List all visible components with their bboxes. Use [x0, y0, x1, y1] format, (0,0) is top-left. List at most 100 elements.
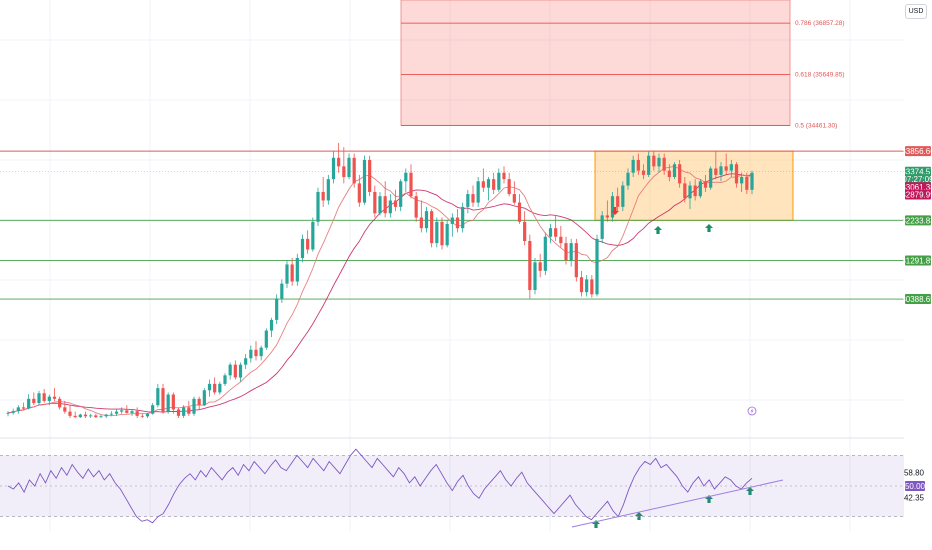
candle — [362, 155, 367, 205]
candle — [574, 238, 578, 282]
candle — [554, 215, 558, 241]
candle — [233, 360, 237, 380]
candle — [182, 405, 186, 418]
support-price-tag-text: 30388.65 — [901, 295, 932, 304]
candle — [331, 151, 336, 184]
candle — [528, 234, 532, 299]
fib-level-label: 0.618 (35649.85) — [795, 72, 845, 79]
lightning-icon[interactable] — [747, 406, 757, 416]
candle — [161, 383, 165, 414]
price-tag-text: 32879.99 — [901, 190, 932, 199]
candle — [140, 413, 144, 418]
fibonacci-levels: 0.786 (36857.28) 0.618 (35649.85) 0.5 (344… — [401, 20, 845, 129]
candle — [306, 230, 310, 254]
candle — [559, 226, 563, 248]
candle — [11, 408, 15, 415]
candle — [228, 362, 232, 380]
candle — [486, 177, 491, 201]
price-tag-text: 33061.38 — [901, 183, 932, 192]
candle — [171, 392, 175, 414]
support-price-tag[interactable] — [905, 215, 931, 226]
candle — [605, 200, 609, 222]
candle — [641, 164, 646, 180]
candle — [445, 219, 449, 248]
candle — [688, 181, 692, 209]
candle — [414, 191, 418, 222]
candle — [548, 223, 553, 244]
buy-arrow-icon — [746, 487, 754, 495]
candle — [579, 270, 584, 297]
candle — [275, 294, 279, 325]
candle — [600, 211, 604, 244]
sell-arrow-icon — [611, 207, 619, 215]
candle — [564, 236, 568, 265]
candle — [388, 194, 392, 218]
candle — [213, 377, 217, 395]
candle — [399, 179, 403, 212]
candle — [709, 166, 713, 190]
candle — [27, 394, 31, 410]
candle — [135, 407, 139, 418]
candle — [678, 159, 682, 188]
candle — [373, 185, 377, 218]
resistance-price-tag[interactable] — [905, 146, 931, 157]
candle — [352, 153, 356, 188]
rsi-value-tag[interactable] — [905, 481, 925, 491]
candle — [430, 209, 434, 248]
candle — [378, 191, 382, 216]
candle — [698, 179, 702, 199]
candle — [130, 409, 134, 416]
candle — [68, 405, 72, 418]
candle — [450, 213, 454, 237]
candle — [32, 392, 36, 406]
price-tag-text: 07:27:09 — [902, 175, 932, 184]
candle — [719, 162, 723, 182]
candle — [125, 405, 129, 414]
candle — [63, 400, 67, 414]
currency-label: USD — [908, 8, 924, 15]
candle — [187, 400, 191, 416]
candle — [89, 413, 93, 418]
candle — [223, 373, 227, 387]
candle — [207, 379, 212, 397]
fibonacci-target-zone — [400, 0, 791, 126]
candle — [714, 151, 718, 180]
candle — [440, 217, 444, 250]
candle — [6, 411, 10, 417]
price-tag[interactable] — [905, 189, 931, 200]
support-price-tag[interactable] — [905, 255, 931, 266]
fib-level-label: 0.5 (34461.30) — [795, 122, 837, 129]
candle — [151, 403, 155, 415]
candle — [176, 407, 181, 418]
candle — [290, 258, 294, 286]
candle — [652, 151, 656, 171]
candle — [626, 168, 630, 190]
candle — [512, 181, 516, 205]
candle — [16, 405, 20, 414]
candle — [476, 177, 480, 207]
candle — [507, 172, 511, 197]
support-price-tag[interactable] — [905, 294, 931, 305]
candle — [192, 396, 196, 416]
candle — [419, 200, 423, 233]
candle — [461, 202, 465, 233]
candle — [254, 341, 258, 361]
buy-arrow-icon — [635, 512, 643, 520]
candle — [724, 153, 728, 175]
resistance-price-tag-text: 33856.66 — [901, 147, 932, 156]
candle — [145, 412, 150, 418]
candle — [342, 147, 346, 184]
candle — [52, 388, 57, 401]
price-tag[interactable] — [905, 174, 931, 185]
candle — [114, 409, 119, 416]
currency-badge[interactable]: USD — [905, 4, 927, 19]
rsi-axis-label: 58.80 — [904, 469, 925, 478]
candle — [481, 168, 485, 192]
candle — [466, 189, 470, 214]
candle — [569, 238, 573, 267]
rsi-trendline[interactable] — [571, 479, 784, 528]
rsi-axis-labels: 58.80 50.00 42.35 — [904, 469, 926, 503]
candle — [435, 217, 439, 248]
candle — [197, 396, 201, 410]
